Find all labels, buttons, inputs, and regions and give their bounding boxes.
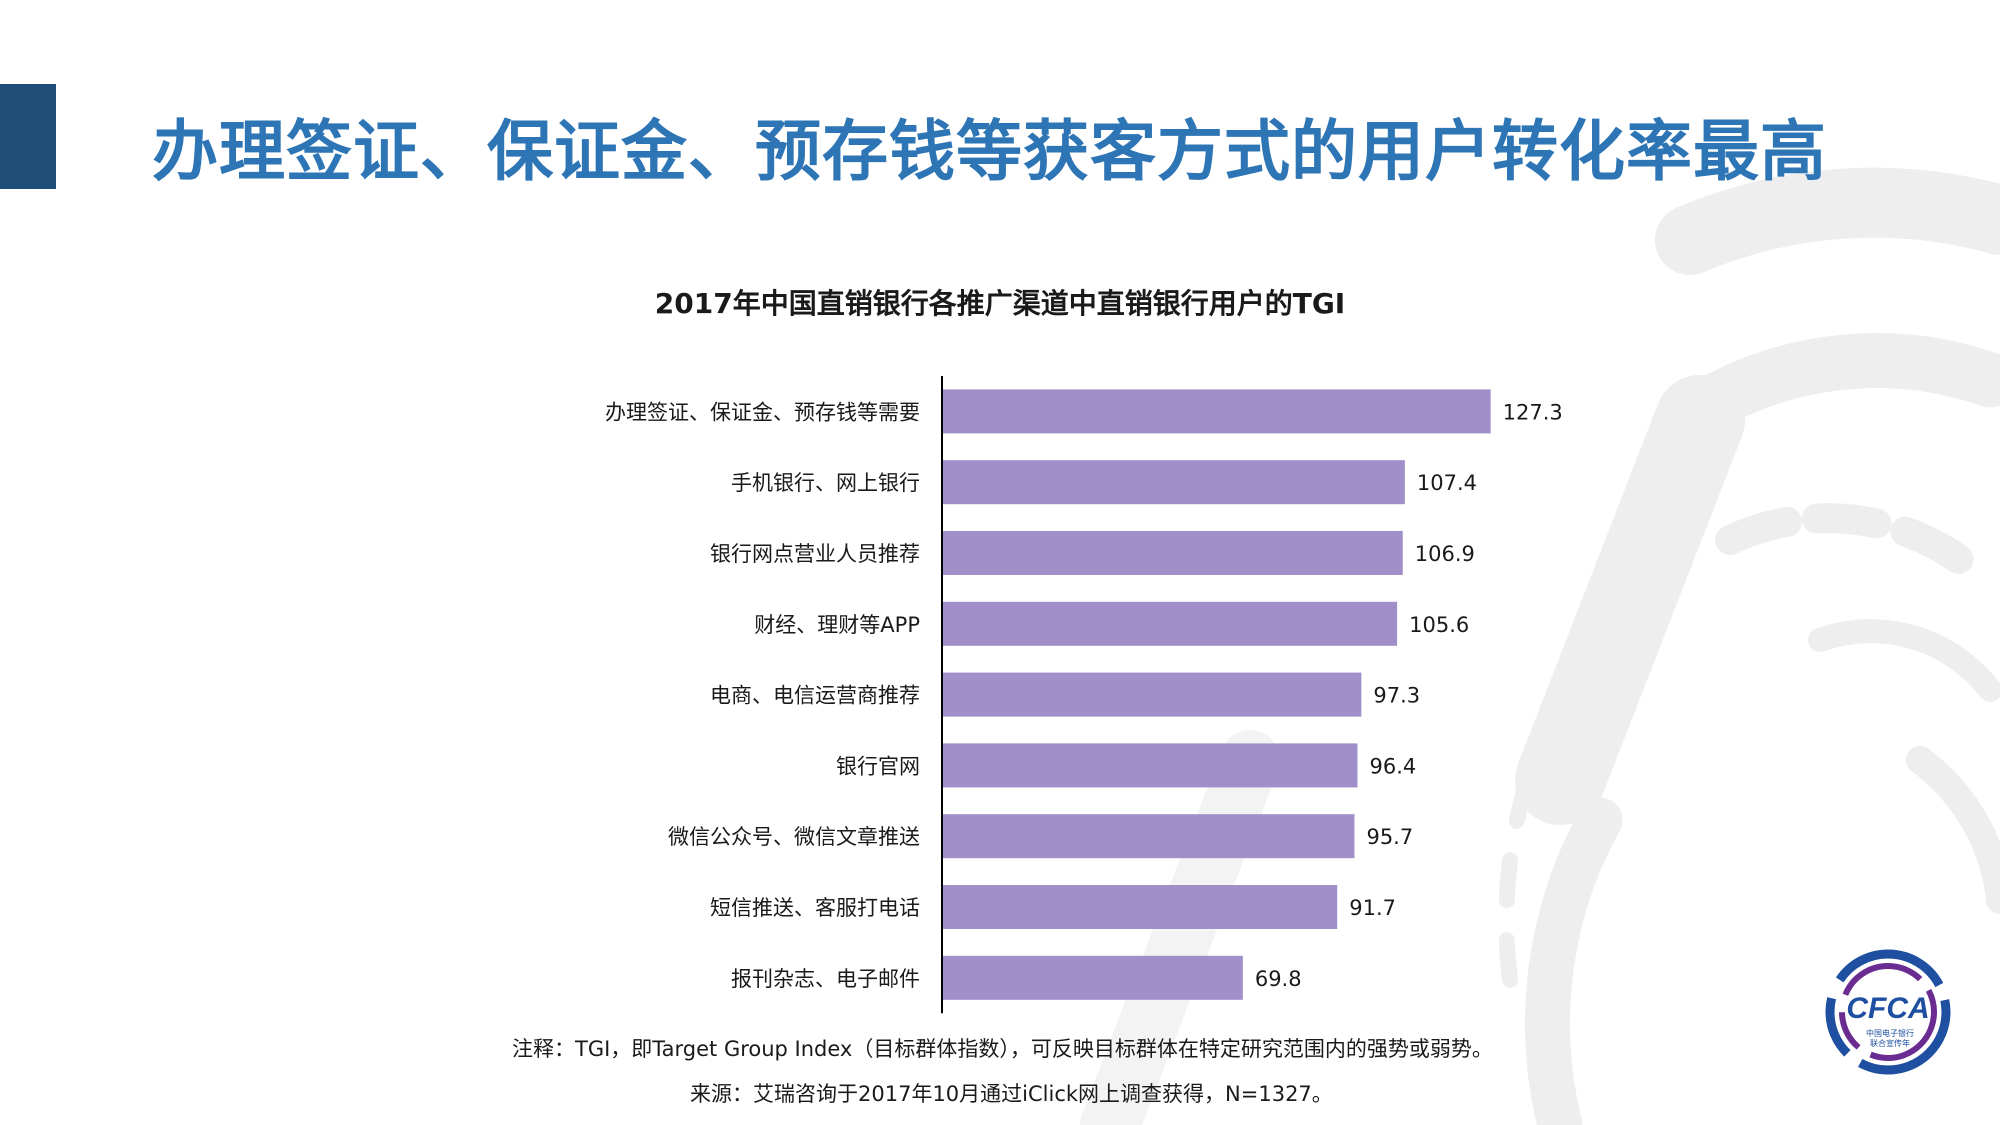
category-label: 办理签证、保证金、预存钱等需要 [605, 400, 920, 424]
bar [942, 460, 1405, 505]
bar [942, 531, 1403, 575]
category-label: 微信公众号、微信文章推送 [668, 825, 920, 849]
footnote: 注释：TGI，即Target Group Index（目标群体指数），可反映目标… [512, 1037, 1493, 1061]
category-label: 财经、理财等APP [754, 613, 920, 637]
value-label: 91.7 [1349, 896, 1396, 920]
value-label: 95.7 [1366, 825, 1413, 849]
category-label: 银行网点营业人员推荐 [710, 542, 920, 566]
svg-text:联合宣传年: 联合宣传年 [1870, 1038, 1910, 1048]
category-label: 银行官网 [836, 754, 920, 778]
slide-title: 办理签证、保证金、预存钱等获客方式的用户转化率最高 [152, 113, 1827, 190]
svg-text:中国电子银行: 中国电子银行 [1866, 1028, 1914, 1038]
title-accent-bar [0, 84, 56, 189]
value-label: 106.9 [1415, 542, 1475, 566]
bar [942, 743, 1358, 788]
value-label: 69.8 [1255, 967, 1302, 991]
category-label: 手机银行、网上银行 [731, 471, 920, 495]
logo-text: CFCA [1846, 992, 1929, 1025]
chart-title: 2017年中国直销银行各推广渠道中直销银行用户的TGI [654, 287, 1346, 320]
category-label: 电商、电信运营商推荐 [710, 684, 920, 708]
bar [942, 672, 1362, 717]
category-label: 报刊杂志、电子邮件 [731, 967, 920, 991]
bar [942, 885, 1338, 929]
bar [942, 601, 1398, 646]
bar [942, 814, 1355, 859]
value-label: 97.3 [1373, 684, 1420, 708]
value-label: 96.4 [1369, 754, 1416, 778]
cfca-logo: CFCA 中国电子银行 联合宣传年 [1825, 949, 1951, 1075]
value-label: 105.6 [1409, 613, 1469, 637]
source-note: 来源：艾瑞咨询于2017年10月通过iClick网上调查获得，N=1327。 [690, 1082, 1333, 1106]
value-label: 107.4 [1417, 471, 1477, 495]
value-label: 127.3 [1503, 400, 1563, 424]
bar [942, 955, 1243, 1000]
category-label: 短信推送、客服打电话 [710, 896, 920, 920]
bar [942, 389, 1491, 434]
